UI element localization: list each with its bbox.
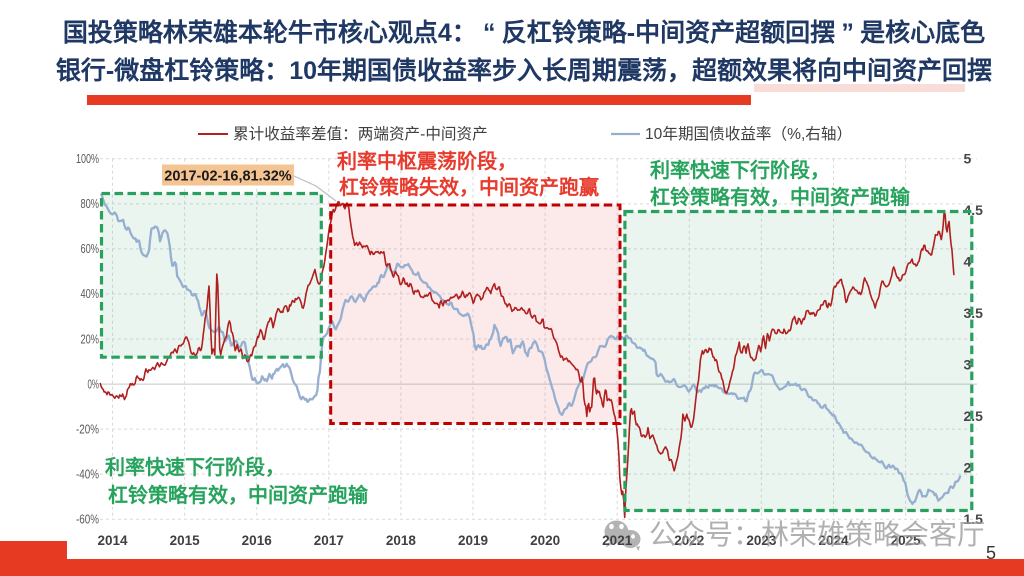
svg-text:80%: 80%: [81, 197, 100, 211]
svg-text:4: 4: [964, 254, 972, 270]
svg-text:利率快速下行阶段，: 利率快速下行阶段，: [105, 455, 285, 479]
svg-text:2020: 2020: [530, 533, 560, 548]
svg-text:2023: 2023: [746, 533, 777, 548]
svg-text:1.5: 1.5: [964, 511, 984, 527]
svg-text:杠铃策略有效，中间资产跑输: 杠铃策略有效，中间资产跑输: [650, 185, 911, 209]
svg-text:10年期国债收益率（%,右轴）: 10年期国债收益率（%,右轴）: [645, 125, 852, 143]
svg-text:2016: 2016: [242, 533, 273, 548]
svg-text:杠铃策略失效，中间资产跑赢: 杠铃策略失效，中间资产跑赢: [339, 175, 599, 199]
svg-text:累计收益率差值：两端资产-中间资产: 累计收益率差值：两端资产-中间资产: [233, 125, 488, 143]
svg-text:-20%: -20%: [76, 422, 99, 436]
svg-text:2017-02-16,81.32%: 2017-02-16,81.32%: [164, 169, 291, 185]
svg-text:2018: 2018: [386, 533, 417, 548]
svg-text:2015: 2015: [170, 533, 201, 548]
svg-text:2021: 2021: [602, 533, 633, 548]
svg-text:2022: 2022: [674, 533, 704, 548]
svg-text:公众号：林荣雄策略会客厅: 公众号：林荣雄策略会客厅: [649, 519, 985, 550]
svg-text:杠铃策略有效，中间资产跑输: 杠铃策略有效，中间资产跑输: [108, 483, 369, 507]
svg-text:2017: 2017: [314, 533, 344, 548]
svg-text:0%: 0%: [88, 377, 100, 391]
svg-text:利率中枢震荡阶段，: 利率中枢震荡阶段，: [337, 149, 517, 173]
svg-text:-60%: -60%: [76, 513, 99, 527]
svg-text:5: 5: [964, 151, 972, 167]
svg-text:3: 3: [964, 357, 972, 373]
svg-text:利率快速下行阶段，: 利率快速下行阶段，: [650, 158, 830, 182]
svg-text:100%: 100%: [76, 152, 99, 166]
svg-text:2019: 2019: [458, 533, 488, 548]
svg-text:2025: 2025: [891, 533, 922, 548]
svg-text:5: 5: [986, 543, 996, 563]
svg-text:-40%: -40%: [76, 467, 99, 481]
svg-text:20%: 20%: [81, 332, 100, 346]
svg-text:2014: 2014: [97, 533, 128, 548]
svg-text:40%: 40%: [81, 287, 100, 301]
svg-text:2024: 2024: [818, 533, 849, 548]
svg-text:60%: 60%: [81, 242, 100, 256]
svg-text:4.5: 4.5: [964, 202, 984, 218]
svg-text:2: 2: [964, 460, 972, 476]
